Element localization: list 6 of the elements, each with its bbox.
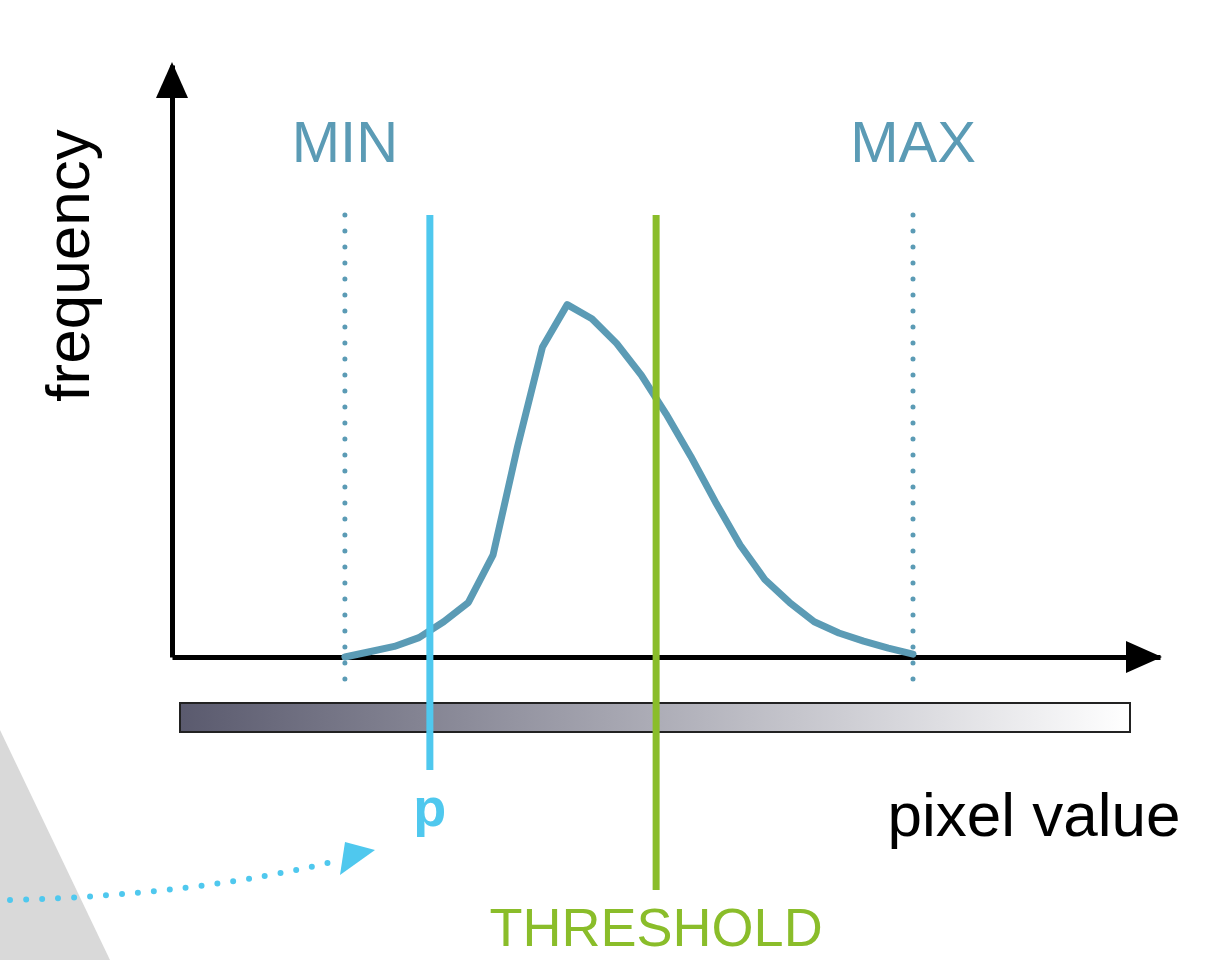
text: MAX	[850, 109, 976, 174]
y-axis-title: frequency	[32, 129, 102, 402]
text: p	[413, 777, 447, 837]
x-axis-title: pixel value	[887, 779, 1181, 849]
text: MIN	[291, 109, 399, 174]
text: THRESHOLD	[489, 897, 823, 957]
